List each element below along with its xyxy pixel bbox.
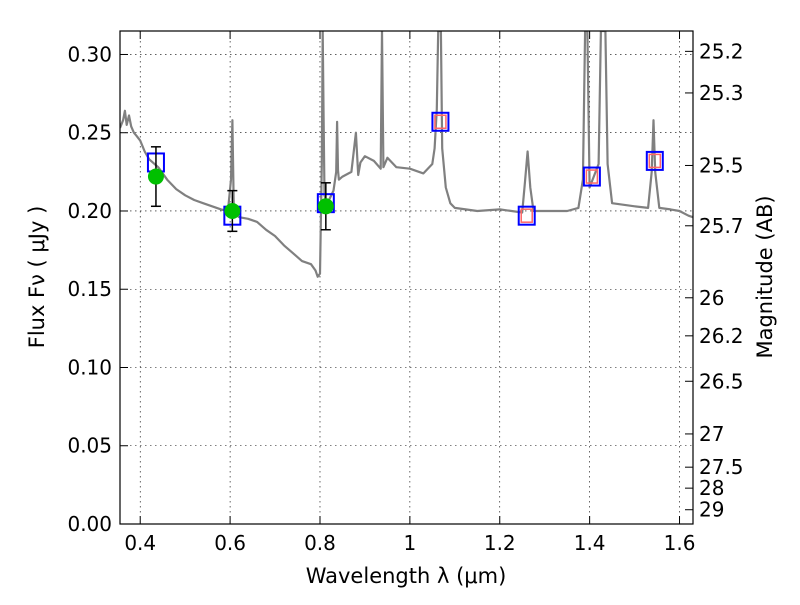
y-tick-label: 0.25 <box>67 121 112 145</box>
right-tick-label: 27 <box>699 422 724 446</box>
model-photometry-square <box>645 150 664 171</box>
data-markers <box>146 111 664 233</box>
x-tick-label: 0.4 <box>124 531 156 555</box>
y-tick-label: 0.20 <box>67 199 112 223</box>
y-tick-label: 0.05 <box>67 434 112 458</box>
right-tick-label: 26.5 <box>699 369 744 393</box>
right-tick-label: 27.5 <box>699 455 744 479</box>
model-sed-line <box>120 31 693 278</box>
plot-area <box>120 31 693 278</box>
x-tick-label: 1.4 <box>574 531 606 555</box>
right-tick-label: 29 <box>699 498 724 522</box>
y-tick-label: 0.15 <box>67 277 112 301</box>
plot-frame <box>119 30 694 525</box>
x-tick-label: 0.8 <box>304 531 336 555</box>
observed-photometry-point <box>224 202 241 219</box>
y-tick-label: 0.10 <box>67 355 112 379</box>
x-tick-label: 1.6 <box>664 531 696 555</box>
y-tick-label: 0.00 <box>67 512 112 536</box>
right-tick-label: 26 <box>699 286 724 310</box>
model-photometry-square <box>517 205 536 226</box>
right-tick-label: 25.2 <box>699 39 744 63</box>
y-axis-label: Flux Fν ( μJy ) <box>25 206 49 349</box>
upper-limit-square <box>648 153 662 169</box>
x-tick-label: 0.6 <box>214 531 246 555</box>
y-tick-label: 0.30 <box>67 42 112 66</box>
right-tick-label: 25.5 <box>699 153 744 177</box>
upper-limit-square <box>434 114 447 130</box>
right-axis-label: Magnitude (AB) <box>753 195 777 358</box>
right-tick-label: 28 <box>699 476 724 500</box>
gridlines <box>120 31 693 525</box>
model-photometry-square <box>582 166 601 187</box>
right-tick-label: 26.2 <box>699 324 744 348</box>
upper-limit-square <box>520 208 533 223</box>
observed-photometry-point <box>317 198 334 215</box>
observed-photometry-point <box>147 168 164 185</box>
x-tick-label: 1.2 <box>484 531 516 555</box>
right-tick-label: 25.3 <box>699 81 744 105</box>
x-tick-label: 1 <box>404 531 417 555</box>
x-axis-label: Wavelength λ (μm) <box>306 564 507 588</box>
model-photometry-square <box>431 111 450 132</box>
upper-limit-square <box>585 169 599 184</box>
axis-ticks: 0.4 0.6 0.8 1 1.2 1.4 1.6 0.00 0.05 0.10 0.15 0.20 0… <box>67 31 744 555</box>
right-tick-label: 25.7 <box>699 214 744 238</box>
